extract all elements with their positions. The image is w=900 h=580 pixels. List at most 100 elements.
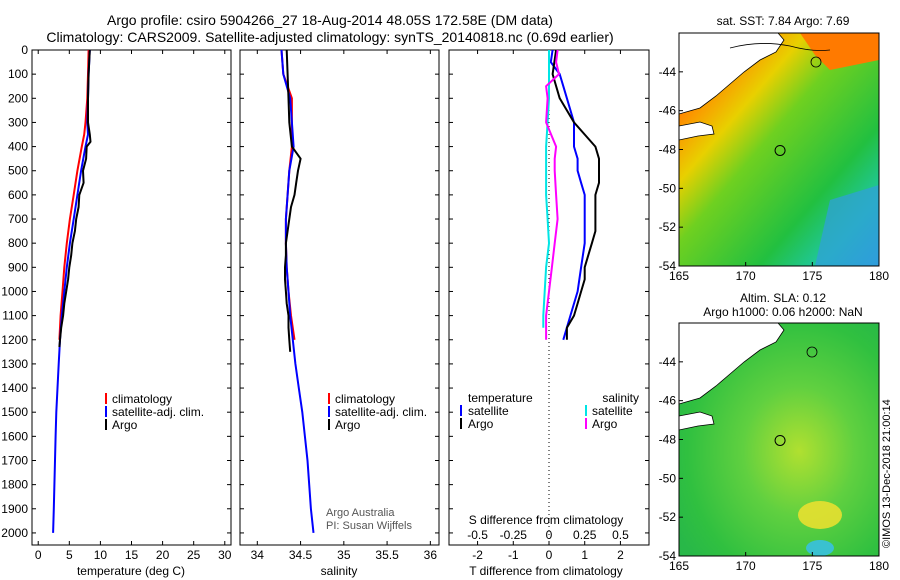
sla-high-patch (798, 501, 842, 529)
credit-line-2: PI: Susan Wijffels (326, 520, 412, 532)
depth-tick-label: 700 (8, 212, 28, 226)
map-y-tick-label: -52 (659, 510, 677, 524)
depth-tick-label: 1100 (2, 309, 28, 323)
legend-satellite: satellite-adj. clim. (335, 405, 427, 419)
depth-tick-label: 600 (8, 188, 28, 202)
x-tick-label: 35 (337, 548, 351, 562)
depth-tick-label: 1200 (1, 333, 28, 347)
salinity-x-label: salinity (321, 564, 358, 578)
sst-map: sat. SST: 7.84 Argo: 7.69 165 170 175 180 -4… (659, 14, 890, 283)
temperature-x-ticks: 0 5 10 15 20 25 30 (35, 50, 232, 562)
series-line-satellite-adj-clim- (280, 49, 315, 534)
map-y-tick-label: -46 (659, 104, 677, 118)
sla-map-ticks: 165 170 175 180 -44 -46 -48 -50 -52 -54 (659, 355, 890, 573)
s-difference-ticks: -0.5 -0.25 0 0.25 0.5 (467, 528, 629, 542)
argo-position-marker (774, 434, 786, 446)
legend-t-argo: Argo (468, 417, 494, 431)
map-y-tick-label: -54 (659, 549, 677, 563)
x-tick-label: 0 (546, 548, 553, 562)
depth-tick-label: 1000 (1, 284, 28, 298)
x-tick-label: -2 (472, 548, 483, 562)
depth-tick-label: 1500 (1, 405, 28, 419)
map-x-tick-label: 180 (869, 559, 889, 573)
s-difference-label: S difference from climatology (469, 513, 624, 527)
series-line-s-argo (545, 49, 560, 340)
map-y-tick-label: -48 (659, 433, 677, 447)
sla-map-title-2: Argo h1000: 0.06 h2000: NaN (703, 305, 862, 319)
map-y-tick-label: -50 (659, 181, 677, 195)
depth-tick-label: 100 (8, 67, 28, 81)
sla-map: Altim. SLA: 0.12 Argo h1000: 0.06 h2000:… (659, 291, 890, 573)
map-y-tick-label: -48 (659, 143, 677, 157)
series-line-argo (284, 49, 302, 352)
x-tick-label: 15 (125, 548, 139, 562)
depth-tick-label: 400 (8, 140, 28, 154)
difference-legend: temperature satellite Argo salinity sate… (460, 391, 639, 431)
legend-s-argo: Argo (592, 417, 618, 431)
depth-tick-label: 1400 (1, 381, 28, 395)
map-x-tick-label: 170 (736, 269, 756, 283)
legend-argo: Argo (335, 418, 361, 432)
depth-tick-label: 500 (8, 164, 28, 178)
temperature-panel: 0100200300400500600700800900100011001200… (1, 43, 231, 578)
legend-s-satellite: satellite (592, 404, 633, 418)
map-x-tick-label: 165 (669, 269, 689, 283)
x-tick-label: 2 (617, 548, 624, 562)
x-tick-label: 10 (94, 548, 108, 562)
depth-tick-label: 300 (8, 115, 28, 129)
map-x-tick-label: 165 (669, 559, 689, 573)
depth-tick-label: 1300 (1, 357, 28, 371)
map-x-tick-label: 175 (802, 269, 822, 283)
legend-climatology: climatology (112, 392, 172, 406)
sla-map-title-1: Altim. SLA: 0.12 (740, 291, 826, 305)
s-diff-tick-label: 0.25 (573, 528, 597, 542)
sla-low-patch (806, 540, 834, 556)
series-line-s-satellite (542, 50, 550, 328)
sst-land (679, 33, 785, 115)
depth-tick-label: 1900 (1, 502, 28, 516)
x-tick-label: 30 (218, 548, 232, 562)
depth-tick-label: 200 (8, 91, 28, 105)
depth-tick-label: 900 (8, 260, 28, 274)
title-line-2: Climatology: CARS2009. Satellite-adjuste… (46, 29, 613, 45)
sla-stewart-island (679, 411, 715, 431)
sst-map-title: sat. SST: 7.84 Argo: 7.69 (717, 14, 850, 28)
legend-t-satellite: satellite (468, 404, 509, 418)
x-tick-label: -1 (508, 548, 519, 562)
x-tick-label: 0 (35, 548, 42, 562)
salinity-panel: 34 34.5 35 35.5 36 salinity climatology sate… (239, 49, 440, 578)
sla-contour-ring (806, 346, 818, 358)
title-line-1: Argo profile: csiro 5904266_27 18-Aug-20… (107, 12, 553, 28)
depth-ticks: 0 100 200 300 400 500 600 700 800 900 1000 1100 1200… (1, 43, 231, 540)
series-line-satellite-adj-clim- (52, 49, 91, 533)
sst-contour-ring (810, 56, 822, 68)
map-y-tick-label: -44 (659, 355, 677, 369)
salinity-series (280, 49, 315, 534)
imos-watermark: ©IMOS 13-Dec-2018 21:00:14 (881, 399, 893, 548)
map-x-tick-label: 180 (869, 269, 889, 283)
salinity-axes-frame (239, 49, 440, 546)
t-difference-x-label: T difference from climatology (469, 564, 623, 578)
map-x-tick-label: 175 (802, 559, 822, 573)
legend-temperature-title: temperature (468, 391, 533, 405)
x-tick-label: 1 (581, 548, 588, 562)
x-tick-label: 20 (156, 548, 170, 562)
legend-argo: Argo (112, 418, 138, 432)
s-diff-tick-label: -0.5 (467, 528, 488, 542)
depth-tick-label: 2000 (1, 526, 28, 540)
salinity-x-ticks: 34 34.5 35 35.5 36 (251, 50, 438, 562)
credit-line-1: Argo Australia (326, 507, 395, 519)
depth-tick-label: 1700 (1, 453, 28, 467)
series-line-t-satellite (549, 49, 586, 341)
s-diff-tick-label: 0 (546, 528, 553, 542)
sla-land (679, 323, 785, 405)
map-y-tick-label: -54 (659, 259, 677, 273)
x-tick-label: 36 (424, 548, 438, 562)
x-tick-label: 35.5 (375, 548, 399, 562)
map-y-tick-label: -52 (659, 220, 677, 234)
legend-salinity-title: salinity (602, 391, 639, 405)
temperature-legend: climatology satellite-adj. clim. Argo (105, 392, 204, 432)
map-y-tick-label: -50 (659, 471, 677, 485)
temperature-x-label: temperature (deg C) (77, 564, 185, 578)
